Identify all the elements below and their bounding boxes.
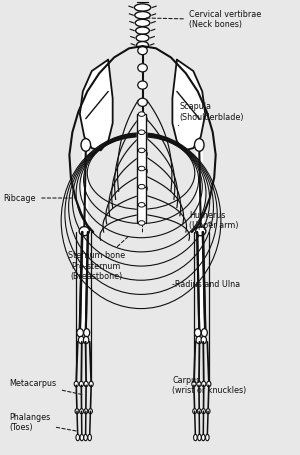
Ellipse shape xyxy=(83,336,89,344)
Ellipse shape xyxy=(197,381,201,387)
Ellipse shape xyxy=(138,166,145,171)
Ellipse shape xyxy=(74,381,78,387)
Ellipse shape xyxy=(196,227,206,236)
Ellipse shape xyxy=(84,329,90,337)
Ellipse shape xyxy=(138,133,147,141)
Ellipse shape xyxy=(80,409,83,414)
Ellipse shape xyxy=(81,139,91,152)
Ellipse shape xyxy=(136,27,149,34)
Ellipse shape xyxy=(84,435,87,441)
Ellipse shape xyxy=(138,167,147,175)
Ellipse shape xyxy=(77,329,83,337)
Ellipse shape xyxy=(194,139,204,152)
Ellipse shape xyxy=(138,184,147,192)
Ellipse shape xyxy=(79,227,89,236)
Text: Carpus
(wrist or knuckles): Carpus (wrist or knuckles) xyxy=(172,376,247,395)
Ellipse shape xyxy=(136,41,148,49)
Ellipse shape xyxy=(138,46,147,55)
Ellipse shape xyxy=(201,329,207,337)
Text: Humerus
(Upper arm): Humerus (Upper arm) xyxy=(189,211,238,230)
Ellipse shape xyxy=(138,112,145,116)
Ellipse shape xyxy=(192,381,196,387)
Ellipse shape xyxy=(194,329,201,337)
Polygon shape xyxy=(197,232,205,332)
Ellipse shape xyxy=(138,64,147,72)
Ellipse shape xyxy=(138,148,145,153)
Ellipse shape xyxy=(193,409,196,414)
Ellipse shape xyxy=(138,184,145,189)
Ellipse shape xyxy=(138,150,147,158)
Text: Metacarpus: Metacarpus xyxy=(10,379,83,395)
Ellipse shape xyxy=(134,4,151,11)
Ellipse shape xyxy=(78,336,84,344)
Ellipse shape xyxy=(202,381,206,387)
Ellipse shape xyxy=(206,409,210,414)
Polygon shape xyxy=(80,232,88,332)
Text: Ribcage: Ribcage xyxy=(4,193,74,202)
Text: Sternum bone
Pro-sternum
(Breastbone): Sternum bone Pro-sternum (Breastbone) xyxy=(68,236,129,281)
Ellipse shape xyxy=(138,98,147,106)
Ellipse shape xyxy=(202,435,205,441)
Polygon shape xyxy=(172,60,205,151)
Ellipse shape xyxy=(76,435,80,441)
Ellipse shape xyxy=(138,81,147,89)
Ellipse shape xyxy=(84,409,88,414)
Ellipse shape xyxy=(196,336,202,344)
Ellipse shape xyxy=(206,435,209,441)
Ellipse shape xyxy=(138,116,147,124)
Ellipse shape xyxy=(136,34,149,41)
Text: -Radius and Ulna: -Radius and Ulna xyxy=(172,280,241,289)
Ellipse shape xyxy=(88,409,92,414)
Ellipse shape xyxy=(75,409,79,414)
Ellipse shape xyxy=(89,381,93,387)
Ellipse shape xyxy=(138,202,145,207)
Ellipse shape xyxy=(80,435,84,441)
Ellipse shape xyxy=(201,336,206,344)
Ellipse shape xyxy=(84,381,88,387)
Text: Scapula
(Shoulderblade): Scapula (Shoulderblade) xyxy=(178,102,244,126)
Ellipse shape xyxy=(198,435,201,441)
Ellipse shape xyxy=(202,409,206,414)
Ellipse shape xyxy=(138,130,145,135)
Polygon shape xyxy=(80,60,113,151)
Text: Cervical vertibrae
(Neck bones): Cervical vertibrae (Neck bones) xyxy=(145,10,261,30)
Ellipse shape xyxy=(197,409,201,414)
Text: Phalanges
(Toes): Phalanges (Toes) xyxy=(10,413,77,432)
Ellipse shape xyxy=(138,221,145,225)
Ellipse shape xyxy=(88,435,92,441)
Ellipse shape xyxy=(135,19,150,26)
Ellipse shape xyxy=(135,11,150,19)
Ellipse shape xyxy=(194,435,197,441)
Ellipse shape xyxy=(79,381,83,387)
Ellipse shape xyxy=(207,381,211,387)
Polygon shape xyxy=(137,114,146,223)
